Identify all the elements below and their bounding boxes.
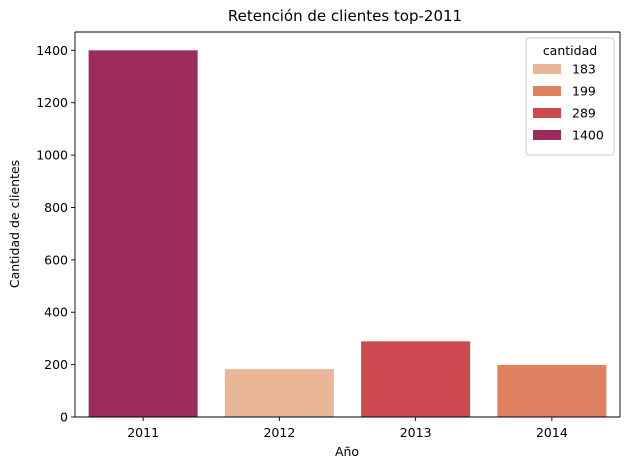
y-tick-label: 1200	[36, 95, 68, 110]
bars-group	[88, 50, 607, 417]
y-axis-ticks: 0 200 400 600 800 1000 1200 1400	[36, 43, 75, 425]
x-axis-ticks: 2011 2012 2013 2014	[127, 417, 568, 440]
x-tick-label: 2014	[536, 425, 568, 440]
legend-swatch-183	[533, 64, 561, 74]
y-tick-label: 600	[44, 252, 68, 267]
bar-2012	[224, 369, 334, 417]
legend-label-289: 289	[572, 106, 596, 121]
x-tick-label: 2012	[263, 425, 295, 440]
legend-label-183: 183	[572, 62, 596, 77]
y-tick-label: 800	[44, 200, 68, 215]
y-tick-label: 0	[60, 410, 68, 425]
y-tick-label: 200	[44, 357, 68, 372]
y-axis-label: Cantidad de clientes	[7, 160, 22, 288]
legend-label-199: 199	[572, 84, 596, 99]
legend-swatch-289	[533, 108, 561, 118]
x-tick-label: 2011	[127, 425, 159, 440]
legend-title: cantidad	[543, 43, 597, 58]
chart-title: Retención de clientes top-2011	[228, 7, 462, 25]
x-axis-label: Año	[335, 444, 359, 459]
bar-2011	[88, 50, 198, 417]
y-tick-label: 400	[44, 305, 68, 320]
legend: cantidad 183 199 289 1400	[525, 37, 615, 156]
bar-2014	[497, 364, 607, 417]
legend-swatch-199	[533, 86, 561, 96]
y-tick-label: 1000	[36, 148, 68, 163]
legend-swatch-1400	[533, 130, 561, 140]
legend-entries: 183 199 289 1400	[533, 62, 604, 143]
legend-label-1400: 1400	[572, 128, 604, 143]
y-tick-label: 1400	[36, 43, 68, 58]
bar-2013	[361, 341, 471, 417]
x-tick-label: 2013	[400, 425, 432, 440]
